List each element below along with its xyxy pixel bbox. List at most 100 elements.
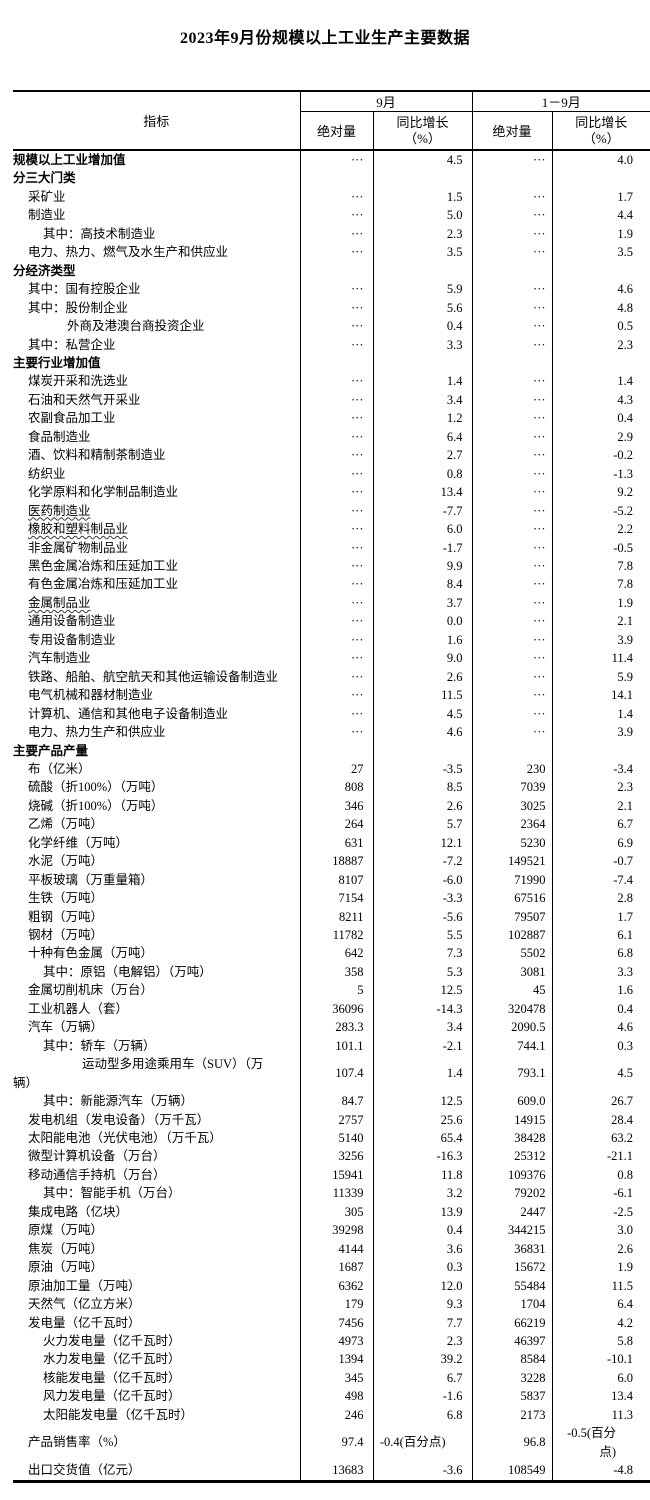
row-indicator-label: 专用设备制造业	[28, 632, 116, 647]
row-value: 11.5	[551, 1276, 650, 1296]
row-value: 5.8	[551, 1332, 650, 1351]
row-indicator-label: 食品制造业	[28, 429, 91, 444]
header-september-absolute: 绝对量	[299, 111, 373, 150]
row-indicator-label: 采矿业	[28, 189, 66, 204]
table-row: 硫酸（折100%）（万吨） 808 8.5 7039 2.3	[13, 778, 650, 797]
table-row: 生铁（万吨） 7154 -3.3 67516 2.8	[13, 889, 650, 908]
row-value: 66219	[471, 1313, 553, 1332]
row-value: ···	[299, 723, 373, 742]
table-row: 计算机、通信和其他电子设备制造业 ··· 4.5 ··· 1.4	[13, 704, 650, 724]
row-indicator-label: 水泥（万吨）	[28, 854, 104, 869]
row-value: 9.9	[372, 556, 473, 576]
row-value: 6.4	[551, 1295, 650, 1314]
row-indicator-label: 计算机、通信和其他电子设备制造业	[28, 706, 229, 721]
row-value: -16.3	[372, 1147, 473, 1166]
row-indicator-label: 天然气（亿立方米）	[28, 1297, 141, 1312]
row-value: ···	[299, 243, 373, 262]
row-value: 0.8	[372, 464, 473, 484]
row-value: 344215	[471, 1221, 553, 1240]
row-value: 149521	[471, 852, 553, 871]
row-value: 5502	[471, 944, 553, 963]
row-value: 4.0	[551, 150, 650, 170]
table-row: 核能发电量（亿千瓦时） 345 6.7 3228 6.0	[13, 1368, 650, 1388]
table-row: 水力发电量（亿千瓦时） 1394 39.2 8584 -10.1	[13, 1350, 650, 1369]
row-indicator-label: 其中：原铝（电解铝）（万吨）	[43, 964, 212, 979]
table-row: 医药制造业 ··· -7.7 ··· -5.2	[13, 501, 650, 521]
row-value: 3081	[471, 962, 553, 982]
row-indicator-label: 汽车制造业	[28, 651, 91, 666]
row-value: ···	[471, 464, 553, 484]
row-value: 27	[299, 759, 373, 779]
table-row: 集成电路（亿块） 305 13.9 2447 -2.5	[13, 1202, 650, 1222]
row-indicator-label: 非金属矿物制品业	[28, 540, 129, 555]
row-indicator-label: 制造业	[28, 208, 66, 223]
row-value: 1687	[299, 1258, 373, 1277]
row-value: 55484	[471, 1276, 553, 1296]
row-value: ···	[299, 612, 373, 631]
row-value: 1394	[299, 1350, 373, 1369]
row-value: -5.6	[372, 907, 473, 927]
row-value: -0.4(百分点)	[372, 1424, 473, 1462]
row-value: 3256	[299, 1147, 373, 1166]
table-row: 其中：轿车（万辆） 101.1 -2.1 744.1 0.3	[13, 1036, 650, 1056]
table-row: 发电量（亿千瓦时） 7456 7.7 66219 4.2	[13, 1313, 650, 1332]
table-row: 制造业 ··· 5.0 ··· 4.4	[13, 206, 650, 225]
row-value: 8.4	[372, 575, 473, 594]
row-value: 2.8	[551, 889, 650, 908]
row-value	[471, 261, 553, 281]
table-row: 汽车制造业 ··· 9.0 ··· 11.4	[13, 649, 650, 668]
row-indicator-label: 化学纤维（万吨）	[28, 835, 129, 850]
header-jan-sep-group: 1－9月	[471, 91, 650, 112]
row-value	[372, 353, 473, 373]
row-value: 79202	[471, 1184, 553, 1203]
row-value: 3228	[471, 1368, 553, 1388]
row-value: ···	[471, 520, 553, 539]
table-row: 食品制造业 ··· 6.4 ··· 2.9	[13, 427, 650, 447]
table-row: 煤炭开采和洗选业 ··· 1.4 ··· 1.4	[13, 372, 650, 391]
row-value: 109376	[471, 1165, 553, 1185]
row-value: 13.4	[551, 1387, 650, 1406]
row-value: ···	[471, 723, 553, 742]
row-indicator-label: 产品销售率（%）	[28, 1435, 126, 1450]
row-value: 2.1	[551, 612, 650, 631]
row-value: 0.4	[372, 1221, 473, 1240]
row-indicator-label: 分三大门类	[13, 171, 76, 186]
row-value: ···	[471, 150, 553, 170]
row-value: 1.4	[551, 372, 650, 391]
row-indicator-label: 粗钢（万吨）	[28, 909, 104, 924]
row-value: 0.3	[372, 1258, 473, 1277]
row-value: 346	[299, 796, 373, 816]
table-row: 酒、饮料和精制茶制造业 ··· 2.7 ··· -0.2	[13, 446, 650, 465]
row-indicator-label: 火力发电量（亿千瓦时）	[43, 1334, 181, 1348]
row-value: 3.9	[551, 723, 650, 742]
row-value: 246	[299, 1405, 373, 1425]
row-value: ···	[299, 206, 373, 225]
row-indicator-label: 煤炭开采和洗选业	[28, 374, 129, 389]
table-row: 专用设备制造业 ··· 1.6 ··· 3.9	[13, 630, 650, 650]
row-value	[551, 261, 650, 281]
row-value: 1.9	[551, 1258, 650, 1277]
row-value: 2447	[471, 1202, 553, 1222]
row-value: 6.7	[372, 1368, 473, 1388]
row-value: 1704	[471, 1295, 553, 1314]
row-indicator-label: 其中：高技术制造业	[43, 226, 156, 241]
row-value: 1.6	[372, 630, 473, 650]
row-value: 1.7	[551, 187, 650, 207]
row-value: -7.7	[372, 501, 473, 521]
row-value: 2.9	[551, 427, 650, 447]
row-value: 1.2	[372, 409, 473, 428]
header-jan-sep-yoy: 同比增长 （%）	[551, 111, 650, 150]
row-value: -2.5	[551, 1202, 650, 1222]
table-row: 分经济类型	[13, 261, 650, 281]
row-value: 79507	[471, 907, 553, 927]
row-indicator-label: 橡胶和塑料制品业	[13, 520, 300, 538]
row-value: 4.8	[551, 298, 650, 318]
row-indicator-label: 焦炭（万吨）	[28, 1241, 104, 1256]
row-value: ···	[471, 556, 553, 576]
row-value: ···	[299, 483, 373, 502]
row-indicator-label: 分经济类型	[13, 263, 76, 278]
row-value: ···	[299, 427, 373, 447]
table-row: 电力、热力生产和供应业 ··· 4.6 ··· 3.9	[13, 723, 650, 742]
row-indicator-label: 原煤（万吨）	[28, 1223, 104, 1238]
row-value	[372, 741, 473, 760]
